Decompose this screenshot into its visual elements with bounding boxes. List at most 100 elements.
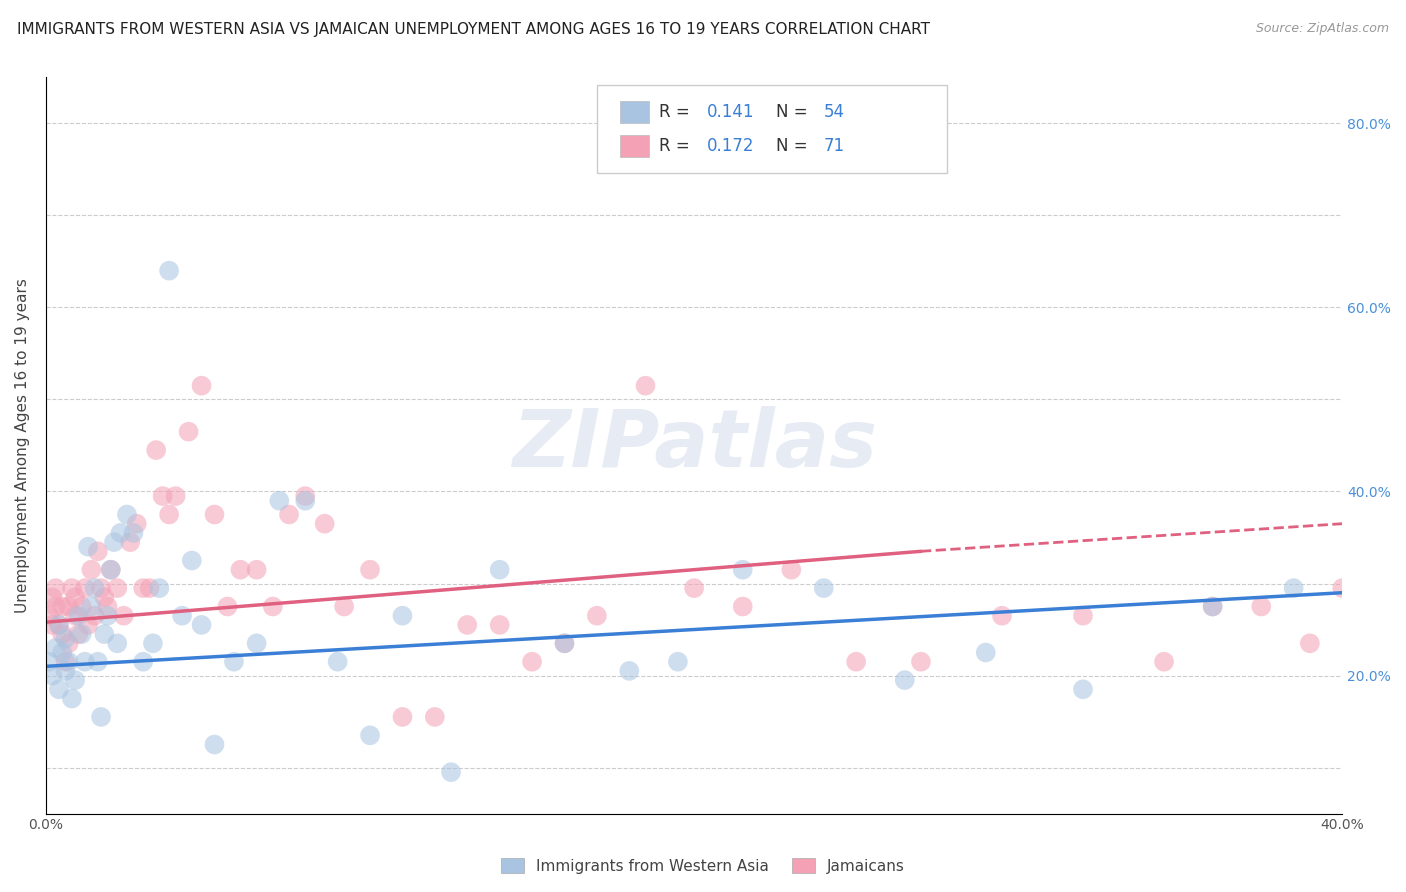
Point xyxy=(246,636,269,650)
Point xyxy=(1331,581,1354,595)
Point xyxy=(1379,627,1402,641)
Point xyxy=(51,646,73,660)
Point xyxy=(269,493,291,508)
Point xyxy=(813,581,835,595)
Point xyxy=(73,655,96,669)
Point xyxy=(93,627,115,641)
Point xyxy=(80,599,103,614)
Point xyxy=(586,608,609,623)
Point xyxy=(333,599,356,614)
Point xyxy=(58,599,80,614)
Point xyxy=(1071,608,1094,623)
Point xyxy=(55,632,77,646)
Point xyxy=(60,691,83,706)
Point xyxy=(90,581,112,595)
Point xyxy=(634,378,657,392)
Point xyxy=(112,608,135,623)
Point xyxy=(262,599,284,614)
Point xyxy=(45,599,67,614)
Point xyxy=(974,646,997,660)
Text: 0.172: 0.172 xyxy=(707,136,755,155)
Point xyxy=(294,489,316,503)
Point xyxy=(55,655,77,669)
Point xyxy=(48,618,70,632)
Point xyxy=(204,508,226,522)
Text: ZIPatlas: ZIPatlas xyxy=(512,407,876,484)
Point xyxy=(294,493,316,508)
Point xyxy=(229,563,252,577)
Point xyxy=(222,655,245,669)
Y-axis label: Unemployment Among Ages 16 to 19 years: Unemployment Among Ages 16 to 19 years xyxy=(15,278,30,613)
Text: IMMIGRANTS FROM WESTERN ASIA VS JAMAICAN UNEMPLOYMENT AMONG AGES 16 TO 19 YEARS : IMMIGRANTS FROM WESTERN ASIA VS JAMAICAN… xyxy=(17,22,929,37)
Point xyxy=(132,655,155,669)
Point xyxy=(63,591,86,605)
Point xyxy=(105,581,128,595)
Point xyxy=(120,535,142,549)
Point xyxy=(391,608,413,623)
Point xyxy=(359,728,381,742)
Point xyxy=(67,608,90,623)
Bar xyxy=(620,135,648,157)
Point xyxy=(41,591,63,605)
Point xyxy=(1153,655,1175,669)
Point xyxy=(190,378,212,392)
Text: Source: ZipAtlas.com: Source: ZipAtlas.com xyxy=(1256,22,1389,36)
Point xyxy=(77,540,100,554)
Point xyxy=(683,581,706,595)
Point xyxy=(246,563,269,577)
Point xyxy=(48,682,70,697)
Point xyxy=(83,581,105,595)
Point xyxy=(172,608,194,623)
Point xyxy=(96,608,118,623)
Point xyxy=(38,655,60,669)
Point xyxy=(63,608,86,623)
Point xyxy=(731,599,754,614)
Bar xyxy=(620,101,648,123)
Point xyxy=(177,425,200,439)
Point xyxy=(70,627,93,641)
Point xyxy=(45,581,67,595)
Point xyxy=(278,508,301,522)
Point xyxy=(105,636,128,650)
Point xyxy=(423,710,446,724)
Point xyxy=(456,618,478,632)
Point xyxy=(326,655,349,669)
Point xyxy=(103,535,125,549)
Point xyxy=(100,563,122,577)
Point xyxy=(145,443,167,458)
Point xyxy=(132,581,155,595)
Point xyxy=(359,563,381,577)
Point xyxy=(115,508,138,522)
Point xyxy=(619,664,641,678)
Point xyxy=(910,655,932,669)
Point xyxy=(67,627,90,641)
Point xyxy=(122,525,145,540)
Point xyxy=(77,618,100,632)
Point xyxy=(440,765,463,780)
Point xyxy=(488,618,510,632)
Point xyxy=(80,563,103,577)
Point xyxy=(894,673,917,687)
Point xyxy=(41,618,63,632)
Point xyxy=(87,544,110,558)
Point xyxy=(553,636,575,650)
Point xyxy=(1282,581,1305,595)
Point xyxy=(41,668,63,682)
Text: 54: 54 xyxy=(824,103,845,121)
Point xyxy=(180,553,202,567)
Point xyxy=(1201,599,1223,614)
Point xyxy=(100,563,122,577)
Point xyxy=(58,636,80,650)
Text: 0.141: 0.141 xyxy=(707,103,755,121)
Text: R =: R = xyxy=(659,103,695,121)
Point xyxy=(152,489,174,503)
Point xyxy=(190,618,212,632)
Point xyxy=(666,655,689,669)
Point xyxy=(58,655,80,669)
Point xyxy=(45,640,67,655)
Point xyxy=(991,608,1014,623)
Point xyxy=(1201,599,1223,614)
Point xyxy=(48,618,70,632)
Point xyxy=(60,581,83,595)
Point xyxy=(38,608,60,623)
